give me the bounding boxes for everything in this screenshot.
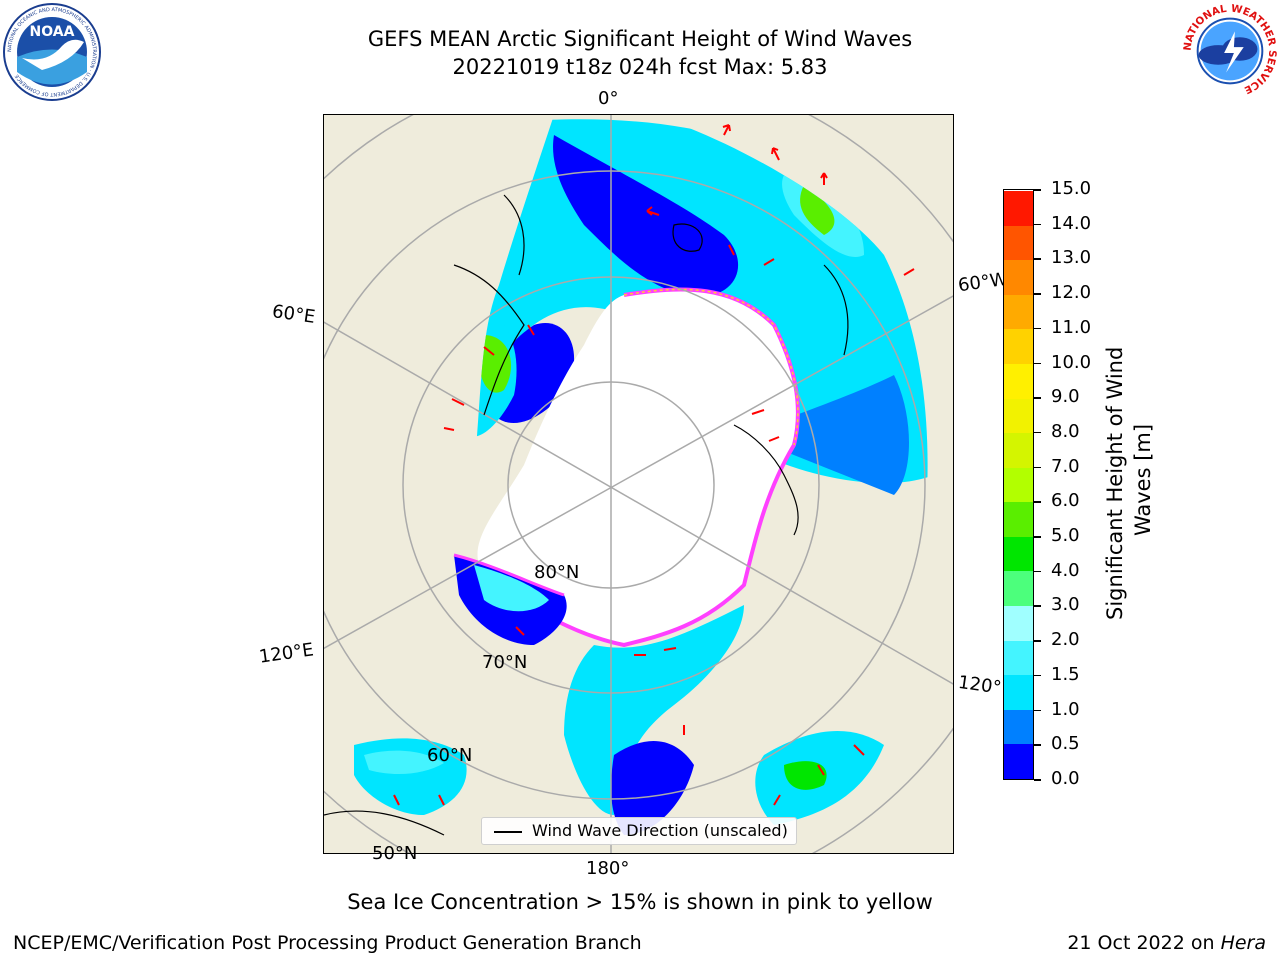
colorbar-tick-mark — [1034, 605, 1041, 607]
colorbar-segment — [1004, 570, 1033, 607]
colorbar-segment — [1004, 501, 1033, 537]
sea-ice-edge — [482, 287, 800, 648]
lon-60w-label: 60°W — [956, 268, 1009, 297]
legend-label: Wind Wave Direction (unscaled) — [532, 821, 788, 840]
colorbar-tick-label: 7.0 — [1051, 455, 1080, 477]
lat-60-label: 60°N — [427, 745, 473, 766]
colorbar-segment — [1004, 294, 1033, 330]
colorbar-tick-label: 14.0 — [1051, 212, 1092, 234]
colorbar-tick-label: 9.0 — [1051, 386, 1080, 408]
colorbar-tick-label: 2.0 — [1051, 629, 1080, 651]
lat-50-label: 50°N — [372, 843, 418, 864]
chukchi-waves — [564, 605, 744, 815]
lon-120e-label: 120°E — [257, 639, 315, 668]
coastlines — [324, 194, 849, 836]
graticule — [324, 115, 953, 853]
lon-60e-label: 60°E — [270, 301, 317, 328]
colorbar-tick-label: 1.5 — [1051, 663, 1080, 685]
colorbar-tick-mark — [1034, 293, 1041, 295]
arctic-map — [324, 115, 953, 853]
colorbar-tick-label: 4.0 — [1051, 559, 1080, 581]
colorbar-segment — [1004, 225, 1033, 261]
footer-date: 21 Oct 2022 on Hera — [1067, 932, 1266, 954]
nws-logo: NATIONAL WEATHER SERVICE — [1182, 3, 1278, 98]
lon-0-label: 0° — [598, 88, 619, 109]
colorbar-segment — [1004, 398, 1033, 434]
chart-subtitle: 20221019 t18z 024h fcst Max: 5.83 — [452, 55, 828, 79]
colorbar-tick-label: 0.0 — [1051, 768, 1080, 789]
footer-host: Hera — [1220, 932, 1266, 954]
footer-date-text: 21 Oct 2022 on — [1067, 932, 1221, 954]
colorbar-segment — [1004, 674, 1033, 710]
colorbar-tick-mark — [1034, 327, 1041, 330]
colorbar-segment — [1004, 709, 1033, 745]
colorbar-segment — [1004, 259, 1033, 295]
colorbar-tick-mark — [1034, 570, 1041, 573]
colorbar-title: Significant Height of Wind Waves [m] — [1103, 340, 1155, 620]
colorbar-tick-mark — [1034, 258, 1041, 260]
lat-70-label: 70°N — [482, 652, 528, 673]
colorbar-tick-mark — [1034, 674, 1041, 677]
colorbar-tick-label: 0.5 — [1051, 733, 1080, 755]
footer-credit: NCEP/EMC/Verification Post Processing Pr… — [13, 932, 642, 954]
lat-80-label: 80°N — [534, 562, 580, 583]
chart-title: GEFS MEAN Arctic Significant Height of W… — [367, 27, 913, 51]
sea-ice-central — [477, 289, 798, 645]
map-panel — [323, 114, 954, 854]
colorbar-tick-label: 1.0 — [1051, 698, 1080, 720]
svg-text:Significant Height of Wind: Significant Height of Wind Waves [m] — [1103, 340, 1155, 620]
colorbar — [1003, 189, 1034, 780]
colorbar-tick-mark — [1034, 189, 1041, 191]
colorbar-segment — [1004, 605, 1033, 641]
colorbar-tick-label: 3.0 — [1051, 594, 1080, 616]
colorbar-tick-mark — [1034, 779, 1041, 781]
colorbar-segment — [1004, 328, 1033, 364]
colorbar-segment — [1004, 640, 1033, 676]
sea-ice-note: Sea Ice Concentration > 15% is shown in … — [347, 890, 933, 914]
colorbar-tick-label: 5.0 — [1051, 525, 1080, 547]
colorbar-tick-mark — [1034, 744, 1041, 746]
colorbar-tick-mark — [1034, 466, 1041, 469]
colorbar-segment — [1004, 432, 1033, 468]
colorbar-tick-mark — [1034, 362, 1041, 365]
colorbar-segment — [1004, 743, 1033, 779]
legend-line-swatch — [494, 831, 522, 833]
svg-text:NOAA: NOAA — [30, 24, 75, 40]
colorbar-segment — [1004, 363, 1033, 399]
map-legend: Wind Wave Direction (unscaled) — [481, 817, 797, 845]
colorbar-segment — [1004, 190, 1033, 226]
colorbar-segment — [1004, 536, 1033, 572]
wind-arrows — [393, 124, 915, 806]
colorbar-tick-label: 8.0 — [1051, 420, 1080, 442]
colorbar-tick-label: 10.0 — [1051, 351, 1092, 373]
colorbar-tick-mark — [1034, 536, 1041, 538]
colorbar-tick-mark — [1034, 640, 1041, 642]
noaa-logo: NOAA NATIONAL OCEANIC AND ATMOSPHERIC AD… — [3, 3, 101, 101]
colorbar-tick-label: 11.0 — [1051, 316, 1092, 338]
colorbar-tick-mark — [1034, 501, 1041, 503]
colorbar-tick-mark — [1034, 223, 1041, 226]
colorbar-tick-label: 13.0 — [1051, 247, 1092, 269]
colorbar-tick-label: 6.0 — [1051, 490, 1080, 512]
colorbar-segment — [1004, 467, 1033, 503]
colorbar-tick-mark — [1034, 709, 1041, 712]
colorbar-tick-mark — [1034, 397, 1041, 399]
lon-180-label: 180° — [586, 858, 630, 879]
colorbar-tick-mark — [1034, 431, 1041, 434]
colorbar-tick-label: 15.0 — [1051, 178, 1092, 199]
colorbar-tick-label: 12.0 — [1051, 282, 1092, 304]
